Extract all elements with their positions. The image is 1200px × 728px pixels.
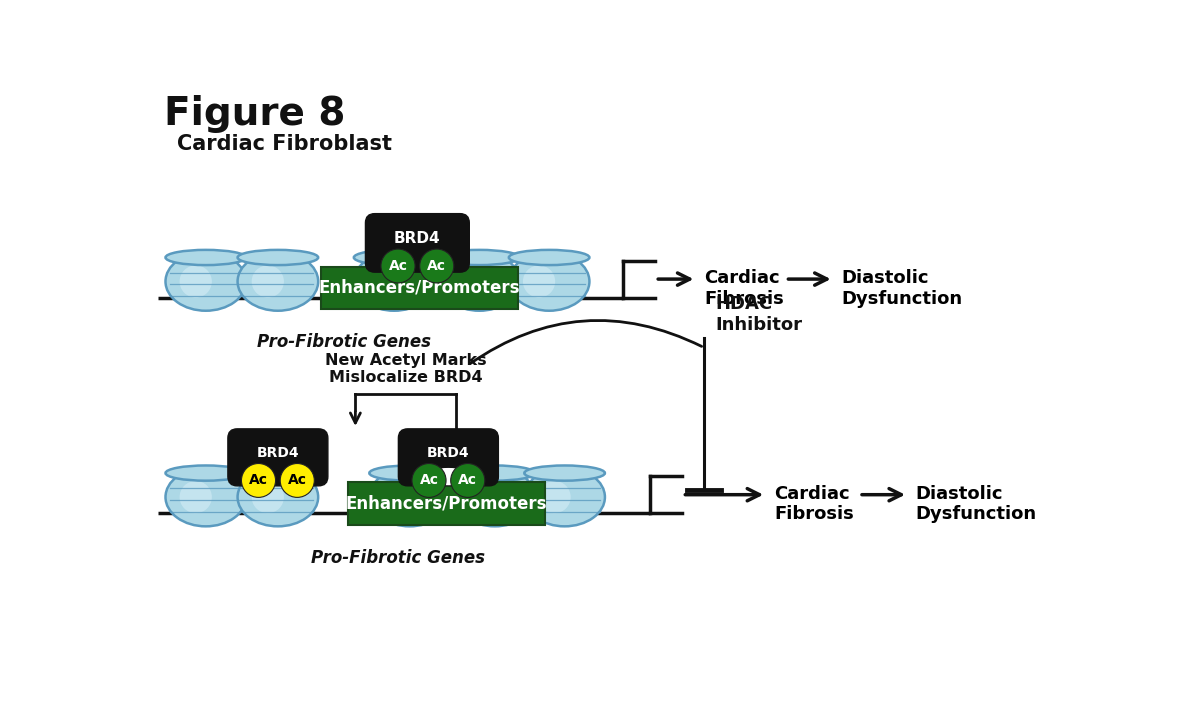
Circle shape (281, 464, 314, 497)
FancyBboxPatch shape (228, 429, 328, 486)
Ellipse shape (454, 266, 486, 298)
Ellipse shape (166, 252, 246, 311)
Ellipse shape (439, 252, 520, 311)
Text: Pro-Fibrotic Genes: Pro-Fibrotic Genes (257, 333, 431, 351)
Text: Cardiac
Fibrosis: Cardiac Fibrosis (704, 269, 784, 308)
Text: Ac: Ac (427, 259, 446, 273)
Ellipse shape (524, 465, 605, 480)
Circle shape (451, 464, 485, 497)
Ellipse shape (523, 266, 556, 298)
Text: BRD4: BRD4 (257, 446, 299, 459)
Ellipse shape (368, 266, 400, 298)
Circle shape (380, 249, 415, 283)
Circle shape (412, 464, 446, 497)
Ellipse shape (509, 250, 589, 265)
Ellipse shape (439, 250, 520, 265)
Text: Ac: Ac (288, 473, 307, 488)
Text: Enhancers/Promoters: Enhancers/Promoters (318, 279, 520, 297)
Ellipse shape (509, 252, 589, 311)
Ellipse shape (238, 250, 318, 265)
Text: Enhancers/Promoters: Enhancers/Promoters (346, 494, 547, 513)
FancyBboxPatch shape (348, 483, 545, 525)
Text: Ac: Ac (420, 473, 438, 488)
Ellipse shape (238, 465, 318, 480)
Text: HDAC
Inhibitor: HDAC Inhibitor (715, 295, 803, 333)
FancyBboxPatch shape (398, 429, 498, 486)
Text: Cardiac
Fibrosis: Cardiac Fibrosis (774, 485, 853, 523)
Text: Ac: Ac (458, 473, 478, 488)
Text: BRD4: BRD4 (394, 231, 440, 245)
Text: Ac: Ac (389, 259, 408, 273)
Ellipse shape (238, 252, 318, 311)
FancyBboxPatch shape (366, 213, 469, 272)
Text: Ac: Ac (250, 473, 268, 488)
Ellipse shape (354, 252, 434, 311)
Ellipse shape (524, 468, 605, 526)
Text: BRD4: BRD4 (427, 446, 469, 459)
Ellipse shape (180, 481, 212, 513)
Ellipse shape (166, 465, 246, 480)
Text: Diastolic
Dysfunction: Diastolic Dysfunction (916, 485, 1037, 523)
Text: Figure 8: Figure 8 (164, 95, 346, 133)
Ellipse shape (384, 481, 415, 513)
Ellipse shape (370, 468, 450, 526)
Ellipse shape (455, 468, 535, 526)
FancyBboxPatch shape (320, 266, 518, 309)
Circle shape (241, 464, 276, 497)
Ellipse shape (252, 481, 284, 513)
Circle shape (420, 249, 454, 283)
Ellipse shape (370, 465, 450, 480)
Ellipse shape (238, 468, 318, 526)
Ellipse shape (180, 266, 212, 298)
Ellipse shape (426, 468, 470, 486)
Ellipse shape (252, 266, 284, 298)
Ellipse shape (166, 468, 246, 526)
Text: Diastolic
Dysfunction: Diastolic Dysfunction (841, 269, 962, 308)
Text: Cardiac Fibroblast: Cardiac Fibroblast (178, 133, 392, 154)
Ellipse shape (455, 465, 535, 480)
Ellipse shape (166, 250, 246, 265)
Text: New Acetyl Marks
Mislocalize BRD4: New Acetyl Marks Mislocalize BRD4 (325, 353, 486, 385)
Ellipse shape (469, 481, 500, 513)
Text: Pro-Fibrotic Genes: Pro-Fibrotic Genes (311, 549, 485, 567)
Ellipse shape (539, 481, 571, 513)
Ellipse shape (354, 250, 434, 265)
